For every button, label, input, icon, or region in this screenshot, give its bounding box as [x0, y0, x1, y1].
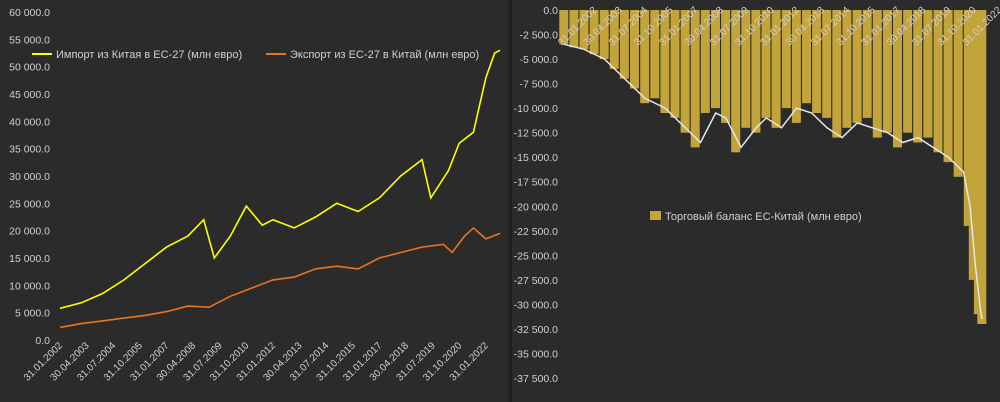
legend-label-import: Импорт из Китая в ЕС-27 (млн евро) [56, 49, 242, 61]
right-y-tick-label: -27 500.0 [514, 275, 559, 287]
left-plot-area [59, 49, 501, 329]
balance-bar [872, 10, 882, 138]
balance-bar [630, 10, 639, 89]
balance-bar [721, 10, 731, 123]
right-y-tick-label: -7 500.0 [519, 79, 558, 91]
left-y-tick-label: 25 000.0 [9, 198, 50, 210]
balance-bar [670, 10, 680, 118]
left-chart-background [0, 0, 508, 402]
balance-bar [609, 10, 619, 69]
balance-bar [852, 10, 862, 123]
balance-bar [559, 10, 569, 45]
import-line [59, 49, 501, 310]
balance-bar [731, 10, 741, 153]
balance-bar [893, 10, 902, 148]
right-y-tick-label: -20 000.0 [514, 201, 559, 213]
left-y-tick-label: 0.0 [35, 335, 50, 347]
balance-bar [640, 10, 650, 104]
balance-bar [862, 10, 872, 118]
right-y-tick-label: -25 000.0 [514, 250, 559, 262]
left-y-tick-label: 20 000.0 [9, 226, 50, 238]
left-y-tick-label: 40 000.0 [9, 116, 50, 128]
balance-bar [832, 10, 842, 138]
legend-label-export: Экспорт из ЕС-27 в Китай (млн евро) [290, 49, 479, 61]
legend-swatch-balance [650, 211, 661, 220]
balance-bar [791, 10, 801, 123]
right-y-tick-label: -2 500.0 [519, 30, 558, 42]
balance-bar [619, 10, 629, 79]
right-y-tick-label: -22 500.0 [514, 226, 559, 238]
balance-bar [579, 10, 589, 50]
balance-bar [923, 10, 933, 138]
balance-bar [589, 10, 599, 55]
balance-bar [968, 10, 978, 280]
balance-bar [822, 10, 832, 118]
balance-bar [711, 10, 720, 109]
left-y-tick-label: 60 000.0 [9, 7, 50, 19]
left-y-tick-label: 5 000.0 [15, 308, 50, 320]
right-y-tick-label: -15 000.0 [514, 152, 559, 164]
right-legend: Торговый баланс ЕС-Китай (млн евро) [650, 211, 862, 223]
balance-bar [812, 10, 822, 113]
balance-bar [781, 10, 791, 109]
right-y-tick-label: -30 000.0 [514, 299, 559, 311]
right-y-tick-label: -37 500.0 [514, 373, 559, 385]
right-y-tick-label: -32 500.0 [514, 324, 559, 336]
balance-bar [751, 10, 761, 133]
panel-divider [509, 0, 512, 402]
balance-bar [660, 10, 670, 113]
export-line [59, 226, 501, 329]
right-smoothed-line [563, 43, 983, 320]
right-y-tick-label: -10 000.0 [514, 103, 559, 115]
right-y-axis: 0.0 -2 500.0 -5 000.0 -7 500.0 -10 000.0 -12 … [514, 5, 559, 385]
right-plot-area [559, 10, 987, 324]
left-legend: Импорт из Китая в ЕС-27 (млн евро) Экспо… [32, 49, 479, 61]
balance-bar [569, 10, 579, 48]
left-y-tick-label: 10 000.0 [9, 280, 50, 292]
left-y-tick-label: 45 000.0 [9, 89, 50, 101]
balance-bar [842, 10, 852, 128]
left-y-tick-label: 50 000.0 [9, 62, 50, 74]
balance-bar [933, 10, 943, 153]
left-y-tick-label: 35 000.0 [9, 144, 50, 156]
right-y-tick-label: -17 500.0 [514, 177, 559, 189]
right-y-tick-label: -12 500.0 [514, 128, 559, 140]
balance-bar [943, 10, 953, 163]
right-y-tick-label: -5 000.0 [519, 54, 558, 66]
balance-bar [953, 10, 963, 177]
balance-bar [650, 10, 660, 99]
balance-bar [771, 10, 781, 128]
right-y-tick-label: 0.0 [543, 5, 558, 17]
left-y-axis: 0.0 5 000.0 10 000.0 15 000.0 20 000.0 25 000… [9, 7, 50, 347]
right-y-tick-label: -35 000.0 [514, 348, 559, 360]
trade-flows-line-chart: 0.0 5 000.0 10 000.0 15 000.0 20 000.0 25 000… [0, 0, 508, 402]
balance-bar [741, 10, 751, 128]
balance-bar [599, 10, 609, 60]
balance-smoothed-line [563, 43, 983, 320]
balance-bar [903, 10, 913, 133]
balance-bar [977, 10, 987, 324]
balance-bar [913, 10, 923, 143]
balance-bar [680, 10, 690, 133]
left-y-tick-label: 30 000.0 [9, 171, 50, 183]
balance-bar [761, 10, 771, 118]
trade-balance-bar-chart: 0.0 -2 500.0 -5 000.0 -7 500.0 -10 000.0 -12 … [512, 0, 1000, 402]
balance-bar [963, 10, 973, 226]
legend-label-balance: Торговый баланс ЕС-Китай (млн евро) [665, 211, 862, 223]
balance-bar [690, 10, 700, 148]
balance-bar [802, 10, 811, 104]
balance-bar [700, 10, 710, 113]
left-y-tick-label: 55 000.0 [9, 34, 50, 46]
balance-bar [882, 10, 892, 133]
left-y-tick-label: 15 000.0 [9, 253, 50, 265]
